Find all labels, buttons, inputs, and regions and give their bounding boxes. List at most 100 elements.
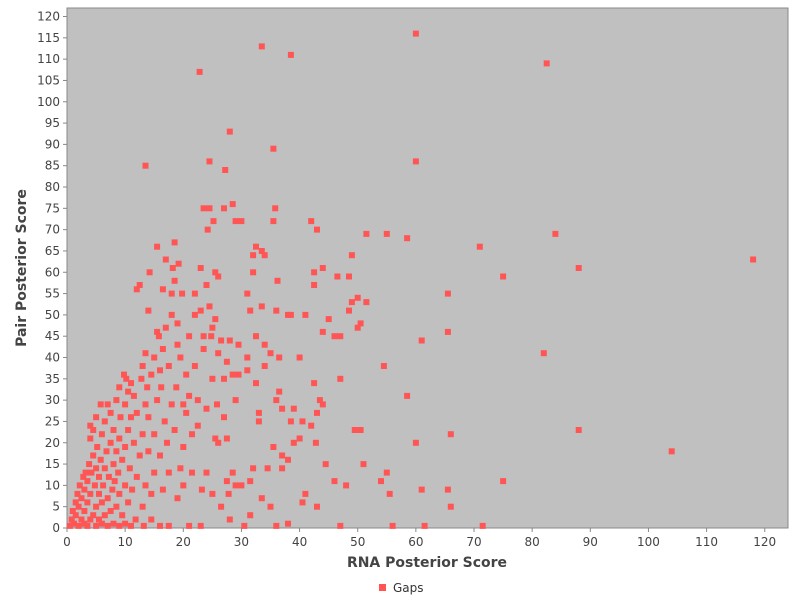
data-point bbox=[162, 256, 169, 263]
data-point bbox=[101, 512, 108, 519]
data-point bbox=[238, 218, 245, 225]
y-axis-title: Pair Posterior Score bbox=[14, 189, 30, 347]
data-point bbox=[186, 333, 193, 340]
data-point bbox=[171, 277, 178, 284]
data-point bbox=[139, 363, 146, 369]
data-point bbox=[138, 375, 145, 382]
data-point bbox=[273, 522, 280, 529]
data-point bbox=[116, 384, 123, 391]
data-point bbox=[96, 490, 102, 497]
data-point bbox=[96, 473, 102, 480]
data-point bbox=[203, 469, 210, 476]
data-point bbox=[129, 486, 136, 493]
data-point bbox=[223, 478, 230, 485]
y-tick-label: 105 bbox=[37, 73, 60, 87]
data-point bbox=[84, 478, 91, 485]
data-point bbox=[209, 375, 216, 382]
data-point bbox=[343, 482, 350, 489]
data-point bbox=[241, 522, 248, 529]
data-point bbox=[273, 397, 280, 404]
data-point bbox=[194, 422, 201, 429]
data-point bbox=[418, 337, 425, 344]
data-point bbox=[274, 277, 281, 284]
data-point bbox=[223, 358, 230, 365]
data-point bbox=[421, 522, 428, 529]
y-tick-label: 60 bbox=[45, 265, 60, 279]
data-point bbox=[90, 427, 97, 433]
x-tick-label: 0 bbox=[63, 535, 71, 549]
data-point bbox=[206, 303, 213, 310]
data-point bbox=[142, 162, 149, 169]
data-point bbox=[148, 371, 155, 378]
data-point bbox=[148, 490, 155, 497]
data-point bbox=[104, 522, 111, 529]
y-tick-label: 10 bbox=[45, 478, 60, 492]
data-point bbox=[232, 482, 239, 489]
data-point bbox=[171, 239, 178, 246]
data-point bbox=[312, 439, 319, 446]
data-point bbox=[232, 397, 239, 404]
data-point bbox=[337, 375, 344, 382]
data-point bbox=[125, 427, 132, 433]
data-point bbox=[668, 448, 675, 455]
data-point bbox=[247, 512, 254, 519]
data-point bbox=[210, 218, 217, 225]
x-axis: 0 10 20 30 40 50 60 70 80 90 100 110 120 bbox=[63, 528, 776, 549]
data-point bbox=[116, 435, 123, 442]
data-point bbox=[383, 469, 390, 476]
y-tick-label: 55 bbox=[45, 287, 60, 301]
data-point bbox=[412, 439, 419, 446]
data-point bbox=[94, 444, 101, 450]
data-point bbox=[214, 401, 220, 408]
data-point bbox=[261, 252, 268, 259]
data-point bbox=[285, 456, 291, 463]
data-point bbox=[86, 461, 93, 468]
data-point bbox=[412, 158, 419, 165]
data-point bbox=[270, 218, 277, 225]
data-point bbox=[258, 43, 265, 50]
data-point bbox=[133, 409, 140, 416]
data-point bbox=[212, 269, 219, 276]
data-point bbox=[229, 201, 236, 208]
data-point bbox=[87, 516, 94, 523]
data-point bbox=[154, 243, 161, 250]
data-point bbox=[273, 307, 280, 314]
data-point bbox=[244, 354, 251, 361]
data-point bbox=[575, 265, 582, 271]
data-point bbox=[180, 444, 187, 450]
data-point bbox=[119, 456, 126, 463]
data-point bbox=[223, 435, 230, 442]
x-tick-label: 90 bbox=[583, 535, 598, 549]
data-point bbox=[125, 388, 132, 395]
data-point bbox=[316, 397, 323, 404]
data-point bbox=[543, 60, 550, 67]
data-point bbox=[267, 350, 274, 357]
data-point bbox=[110, 427, 117, 433]
data-point bbox=[122, 482, 129, 489]
data-point bbox=[183, 409, 190, 416]
y-tick-label: 50 bbox=[45, 308, 60, 322]
data-point bbox=[444, 328, 451, 335]
data-point bbox=[103, 448, 110, 455]
data-point bbox=[346, 307, 352, 314]
data-point bbox=[171, 427, 178, 433]
data-point bbox=[319, 328, 326, 335]
data-point bbox=[84, 499, 91, 506]
y-tick-label: 75 bbox=[45, 201, 60, 215]
data-point bbox=[299, 499, 306, 506]
data-point bbox=[130, 439, 137, 446]
data-point bbox=[140, 522, 147, 529]
data-point bbox=[104, 401, 111, 408]
data-point bbox=[447, 503, 454, 510]
data-point bbox=[82, 469, 89, 476]
data-point bbox=[116, 490, 123, 497]
data-point bbox=[132, 516, 139, 523]
data-point bbox=[215, 439, 222, 446]
data-point bbox=[200, 333, 207, 340]
x-tick-label: 40 bbox=[292, 535, 307, 549]
x-axis-title: RNA Posterior Score bbox=[347, 555, 507, 571]
data-point bbox=[186, 522, 193, 529]
data-point bbox=[218, 503, 225, 510]
data-point bbox=[302, 311, 309, 318]
data-point bbox=[126, 465, 133, 472]
